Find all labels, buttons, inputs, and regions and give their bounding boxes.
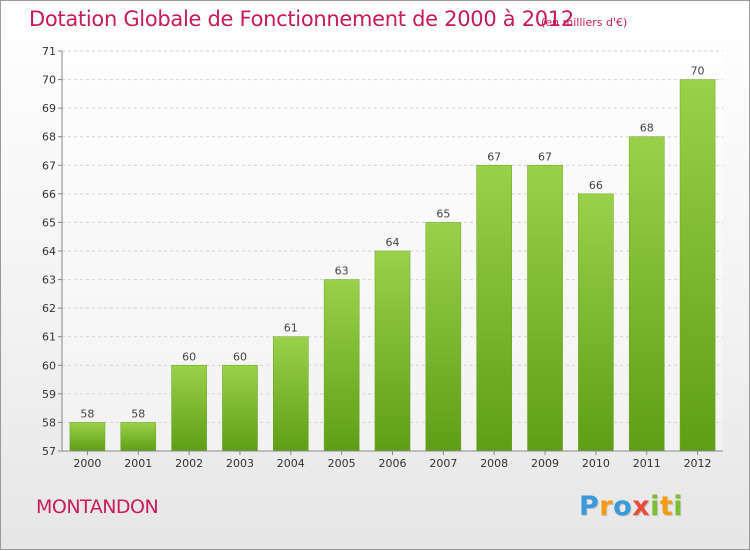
value-label-2007: 65 bbox=[436, 207, 450, 220]
x-tick-label-2004: 2004 bbox=[277, 457, 305, 470]
value-label-2003: 60 bbox=[233, 350, 247, 363]
logo-letter: r bbox=[599, 491, 614, 522]
x-tick-label-2010: 2010 bbox=[582, 457, 610, 470]
y-tick-label: 62 bbox=[42, 302, 56, 315]
x-tick-label-2005: 2005 bbox=[328, 457, 356, 470]
x-tick-label-2009: 2009 bbox=[531, 457, 559, 470]
x-tick-label-2006: 2006 bbox=[379, 457, 407, 470]
axes bbox=[58, 50, 723, 455]
value-label-2012: 70 bbox=[691, 65, 705, 78]
x-tick-label-2012: 2012 bbox=[684, 457, 712, 470]
y-tick-label: 64 bbox=[42, 245, 56, 258]
x-tick-label-2001: 2001 bbox=[124, 457, 152, 470]
bar-2007[interactable] bbox=[425, 222, 462, 452]
bars bbox=[69, 79, 716, 452]
value-label-2005: 63 bbox=[335, 265, 349, 278]
value-label-2004: 61 bbox=[284, 322, 298, 335]
bar-2001[interactable] bbox=[120, 422, 157, 452]
proxiti-logo[interactable]: Proxiti bbox=[579, 491, 683, 522]
town-name: MONTANDON bbox=[36, 496, 159, 518]
bar-2012[interactable] bbox=[679, 79, 716, 452]
value-label-2011: 68 bbox=[640, 122, 654, 135]
bar-2010[interactable] bbox=[578, 193, 614, 452]
logo-letter: o bbox=[613, 491, 633, 522]
bar-2004[interactable] bbox=[273, 336, 309, 452]
bar-2002[interactable] bbox=[171, 365, 207, 452]
logo-letter: P bbox=[579, 491, 600, 522]
y-tick-label: 66 bbox=[42, 188, 56, 201]
value-label-2006: 64 bbox=[386, 236, 400, 249]
y-tick-label: 67 bbox=[42, 159, 56, 172]
y-tick-label: 69 bbox=[42, 102, 56, 115]
value-label-2008: 67 bbox=[487, 150, 501, 163]
logo-letter: t bbox=[659, 491, 674, 522]
y-tick-label: 68 bbox=[42, 131, 56, 144]
x-tick-label-2002: 2002 bbox=[175, 457, 203, 470]
y-tick-label: 60 bbox=[42, 359, 56, 372]
x-tick-label-2003: 2003 bbox=[226, 457, 254, 470]
x-tick-label-2007: 2007 bbox=[429, 457, 457, 470]
bar-2011[interactable] bbox=[628, 136, 665, 452]
y-tick-label: 70 bbox=[42, 74, 56, 87]
value-label-2009: 67 bbox=[538, 150, 552, 163]
y-tick-label: 63 bbox=[42, 274, 56, 287]
y-tick-label: 65 bbox=[42, 216, 56, 229]
bar-2005[interactable] bbox=[323, 279, 360, 452]
y-tick-label: 57 bbox=[42, 445, 56, 458]
y-tick-label: 59 bbox=[42, 388, 56, 401]
x-tick-label-2000: 2000 bbox=[73, 457, 101, 470]
y-tick-label: 71 bbox=[42, 45, 56, 58]
bar-2009[interactable] bbox=[527, 165, 563, 452]
bar-2006[interactable] bbox=[374, 250, 411, 452]
labels: 57 58 59 60 61 62 63 64 65 66 67 68 69 70 71 58 2000 58 20… bbox=[42, 45, 712, 470]
y-tick-label: 58 bbox=[42, 416, 56, 429]
bar-2008[interactable] bbox=[476, 165, 512, 452]
bar-2000[interactable] bbox=[69, 422, 106, 452]
chart-title: Dotation Globale de Fonctionnement de 20… bbox=[29, 7, 574, 31]
y-tick-label: 61 bbox=[42, 331, 56, 344]
value-label-2001: 58 bbox=[131, 407, 145, 420]
logo-letter: x bbox=[632, 491, 651, 522]
value-label-2000: 58 bbox=[80, 407, 94, 420]
bar-2003[interactable] bbox=[222, 365, 258, 452]
value-label-2010: 66 bbox=[589, 179, 603, 192]
logo-letter: i bbox=[673, 491, 684, 522]
x-tick-label-2008: 2008 bbox=[480, 457, 508, 470]
chart-subtitle: (en milliers d'€) bbox=[541, 16, 628, 29]
logo-letter: i bbox=[650, 491, 660, 522]
x-tick-label-2011: 2011 bbox=[633, 457, 661, 470]
value-label-2002: 60 bbox=[182, 350, 196, 363]
